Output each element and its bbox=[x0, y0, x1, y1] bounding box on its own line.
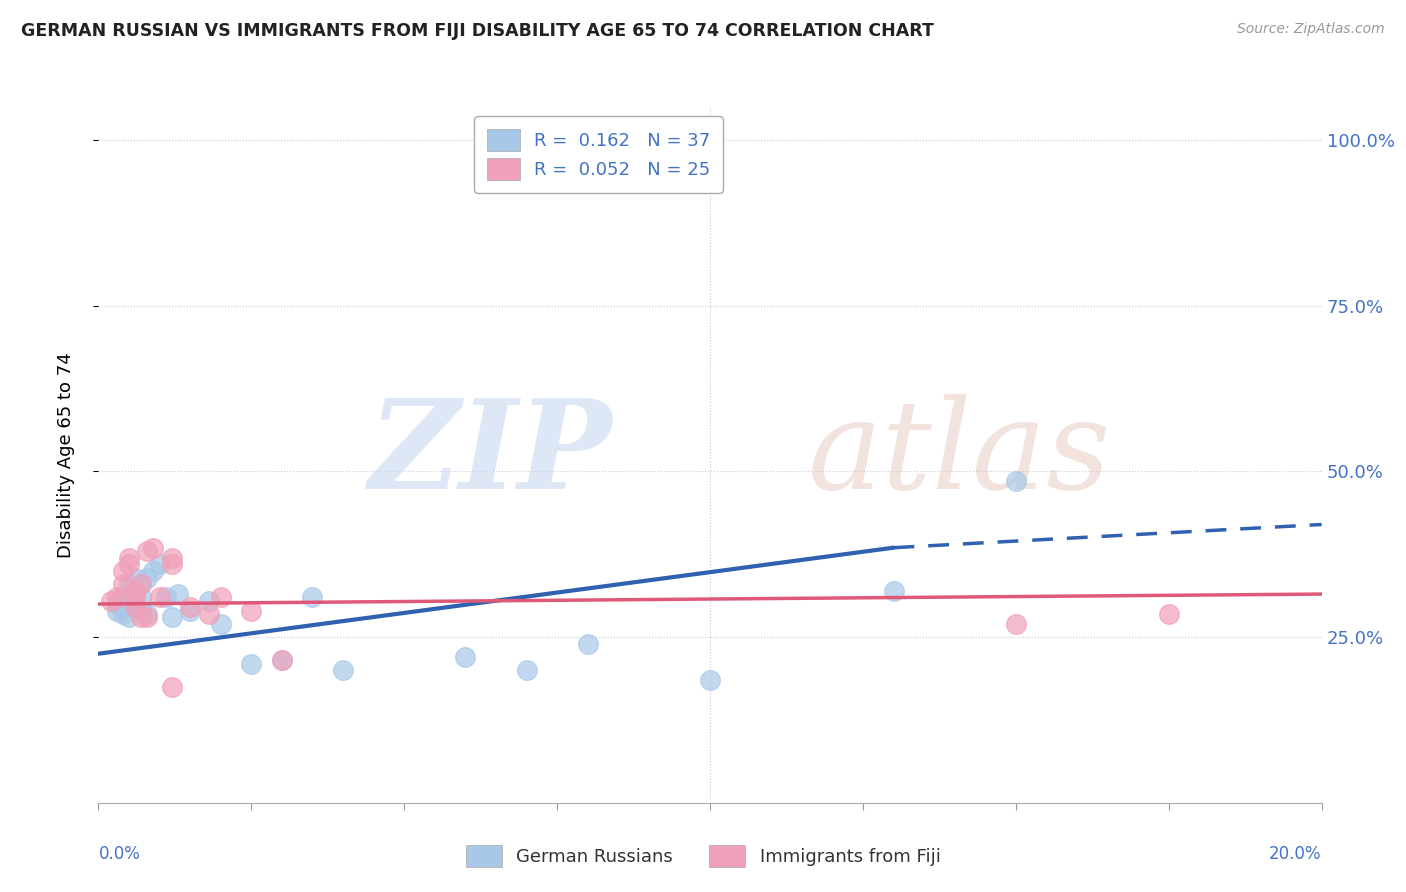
Y-axis label: Disability Age 65 to 74: Disability Age 65 to 74 bbox=[56, 352, 75, 558]
Point bbox=[124, 583, 146, 598]
Text: atlas: atlas bbox=[808, 394, 1111, 516]
Point bbox=[111, 564, 134, 578]
Point bbox=[105, 597, 128, 611]
Point bbox=[136, 607, 159, 621]
Point bbox=[136, 610, 159, 624]
Point bbox=[105, 604, 128, 618]
Point bbox=[124, 591, 146, 605]
Point bbox=[179, 600, 201, 615]
Point bbox=[118, 550, 141, 565]
Point bbox=[270, 653, 292, 667]
Point bbox=[197, 607, 219, 621]
Point bbox=[129, 610, 152, 624]
Point bbox=[1004, 616, 1026, 631]
Point bbox=[129, 577, 152, 591]
Point bbox=[516, 663, 538, 677]
Point bbox=[699, 673, 721, 688]
Point bbox=[129, 591, 152, 605]
Point bbox=[160, 550, 183, 565]
Point bbox=[149, 591, 172, 605]
Point bbox=[111, 607, 134, 621]
Point bbox=[167, 587, 190, 601]
Point bbox=[118, 597, 141, 611]
Point bbox=[118, 587, 141, 601]
Point bbox=[118, 593, 141, 607]
Point bbox=[332, 663, 354, 677]
Point bbox=[118, 610, 141, 624]
Legend: R =  0.162   N = 37, R =  0.052   N = 25: R = 0.162 N = 37, R = 0.052 N = 25 bbox=[474, 116, 723, 193]
Point bbox=[454, 650, 477, 665]
Point bbox=[576, 637, 599, 651]
Point bbox=[136, 544, 159, 558]
Legend: German Russians, Immigrants from Fiji: German Russians, Immigrants from Fiji bbox=[458, 838, 948, 874]
Point bbox=[209, 616, 232, 631]
Point bbox=[136, 570, 159, 584]
Point bbox=[124, 570, 146, 584]
Point bbox=[100, 593, 122, 607]
Point bbox=[160, 610, 183, 624]
Point bbox=[179, 604, 201, 618]
Text: 20.0%: 20.0% bbox=[1270, 845, 1322, 863]
Text: GERMAN RUSSIAN VS IMMIGRANTS FROM FIJI DISABILITY AGE 65 TO 74 CORRELATION CHART: GERMAN RUSSIAN VS IMMIGRANTS FROM FIJI D… bbox=[21, 22, 934, 40]
Point bbox=[240, 657, 263, 671]
Point bbox=[883, 583, 905, 598]
Point bbox=[209, 591, 232, 605]
Point bbox=[118, 558, 141, 572]
Point bbox=[111, 600, 134, 615]
Point bbox=[111, 591, 134, 605]
Point bbox=[111, 577, 134, 591]
Text: 0.0%: 0.0% bbox=[98, 845, 141, 863]
Point bbox=[129, 577, 152, 591]
Point bbox=[160, 680, 183, 694]
Point bbox=[105, 591, 128, 605]
Point bbox=[197, 593, 219, 607]
Point bbox=[118, 577, 141, 591]
Point bbox=[142, 564, 165, 578]
Point bbox=[301, 591, 323, 605]
Point bbox=[149, 558, 172, 572]
Point bbox=[1004, 475, 1026, 489]
Text: Source: ZipAtlas.com: Source: ZipAtlas.com bbox=[1237, 22, 1385, 37]
Point bbox=[124, 591, 146, 605]
Point bbox=[155, 591, 177, 605]
Point bbox=[124, 600, 146, 615]
Point bbox=[1157, 607, 1180, 621]
Point bbox=[124, 587, 146, 601]
Point bbox=[129, 604, 152, 618]
Point bbox=[240, 604, 263, 618]
Point bbox=[270, 653, 292, 667]
Point bbox=[124, 600, 146, 615]
Point bbox=[160, 558, 183, 572]
Text: ZIP: ZIP bbox=[368, 394, 612, 516]
Point bbox=[142, 541, 165, 555]
